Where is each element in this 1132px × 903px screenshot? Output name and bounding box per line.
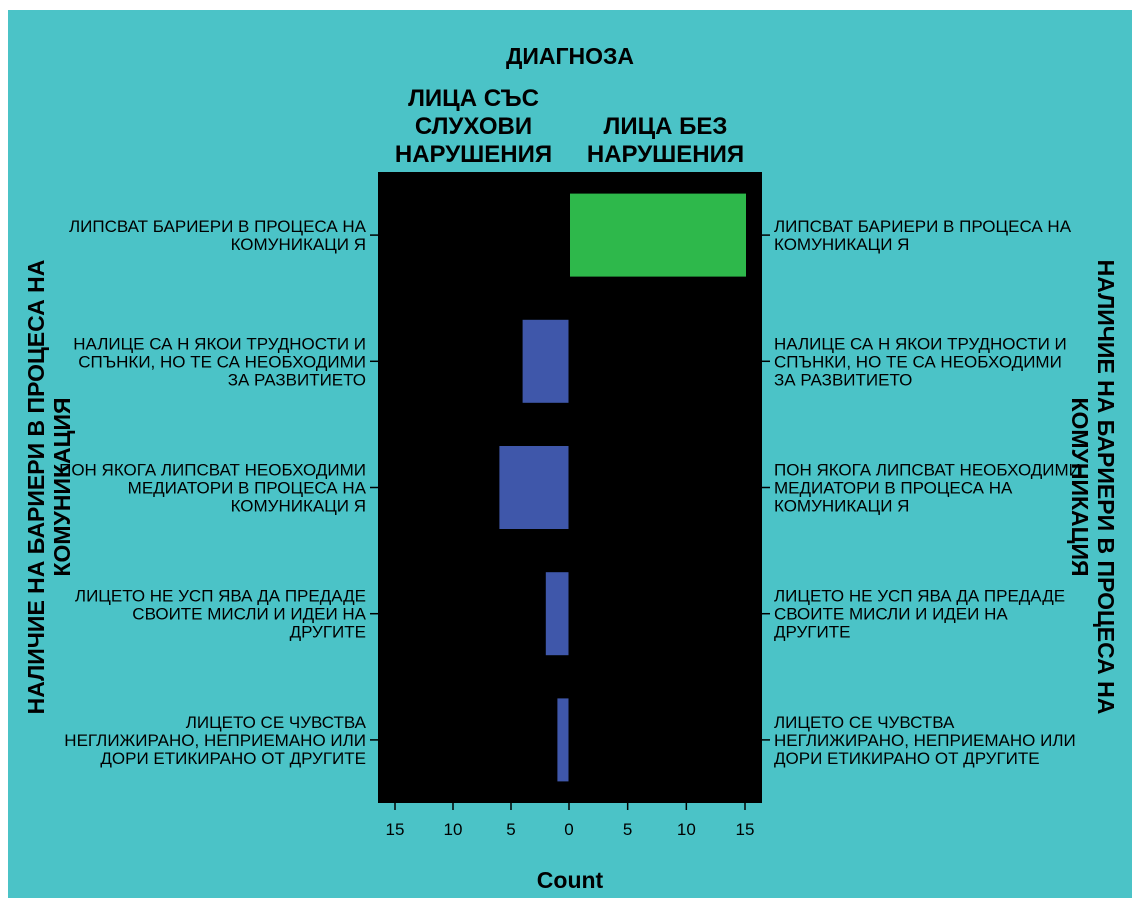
right-category-label-1-line: СПЪНКИ, НО ТЕ СА НЕОБХОДИМИ (774, 352, 1062, 371)
bar-left-4 (557, 698, 569, 782)
left-category-label-2-line: МЕДИАТОРИ В ПРОЦЕСА НА (128, 479, 367, 498)
right-category-label-2: ПОН ЯКОГА ЛИПСВАТ НЕОБХОДИМИ МЕДИАТОРИ В … (774, 461, 1081, 516)
right-category-label-4-line: ДОРИ ЕТИКИРАНО ОТ ДРУГИТЕ (774, 749, 1040, 768)
bar-right-0 (570, 193, 746, 277)
pyramid-chart: ДИАГНОЗА Count ЛИПСВАТ БАРИЕРИ В ПРОЦЕСА… (8, 10, 1132, 898)
right-category-label-2-line: МЕДИАТОРИ В ПРОЦЕСА НА (774, 479, 1013, 498)
right-category-label-3-line: ЛИЦЕТО НЕ УСП ЯВА ДА ПРЕДАДЕ (774, 587, 1065, 606)
left-category-label-1-line: ЗА РАЗВИТИЕТО (228, 370, 366, 389)
right-category-label-2-line: ПОН ЯКОГА ЛИПСВАТ НЕОБХОДИМИ (774, 461, 1081, 480)
x-axis-label: Count (537, 867, 604, 893)
left-axis-title: НАЛИЧИЕ НА БАРИЕРИ В ПРОЦЕСА НАКОМУНИКАЦ… (23, 260, 75, 715)
left-axis-title-line: КОМУНИКАЦИЯ (49, 397, 75, 576)
right-category-label-1: НАЛИЦЕ СА Н ЯКОИ ТРУДНОСТИ И СПЪНКИ, НО Т… (774, 334, 1067, 389)
left-category-label-0-line: ЛИПСВАТ БАРИЕРИ В ПРОЦЕСА НА (69, 217, 367, 236)
right-axis-title: НАЛИЧИЕ НА БАРИЕРИ В ПРОЦЕСА НАКОМУНИКАЦ… (1067, 260, 1119, 715)
bar-left-1 (522, 319, 569, 403)
left-category-label-4-line: НЕГЛИЖИРАНО, НЕПРИЕМАНО ИЛИ (64, 731, 366, 750)
chart-svg: ДИАГНОЗА Count ЛИПСВАТ БАРИЕРИ В ПРОЦЕСА… (8, 10, 1132, 898)
right-category-label-2-line: КОМУНИКАЦИ Я (774, 497, 909, 516)
x-tick-label-2: 5 (506, 820, 515, 839)
right-category-label-3-line: СВОИТЕ МИСЛИ И ИДЕИ НА (774, 605, 1008, 624)
panel-header-left: ЛИЦА СЪС СЛУХОВИ НАРУШЕНИЯ (395, 85, 552, 168)
panel-header-right-line: ЛИЦА БЕЗ (604, 113, 728, 140)
right-category-label-4-line: ЛИЦЕТО СЕ ЧУВСТВА (774, 713, 955, 732)
left-category-label-4: ЛИЦЕТО СЕ ЧУВСТВА НЕГЛИЖИРАНО, НЕПРИЕМАНО… (64, 713, 366, 768)
left-category-label-4-line: ЛИЦЕТО СЕ ЧУВСТВА (186, 713, 367, 732)
left-category-label-0-line: КОМУНИКАЦИ Я (231, 235, 366, 254)
left-category-label-1: НАЛИЦЕ СА Н ЯКОИ ТРУДНОСТИ И СПЪНКИ, НО Т… (73, 334, 366, 389)
bar-left-3 (545, 572, 569, 656)
panel-header-left-line: ЛИЦА СЪС (408, 85, 539, 112)
x-tick-label-3: 0 (564, 820, 573, 839)
x-tick-label-4: 5 (623, 820, 632, 839)
left-category-label-2-line: КОМУНИКАЦИ Я (231, 497, 366, 516)
x-tick-label-6: 15 (736, 820, 755, 839)
right-axis-title-line: НАЛИЧИЕ НА БАРИЕРИ В ПРОЦЕСА НА (1093, 260, 1119, 715)
left-category-label-3-line: ДРУГИТЕ (290, 623, 366, 642)
x-tick-label-1: 10 (444, 820, 463, 839)
panel-header-left-line: СЛУХОВИ (415, 113, 532, 140)
left-category-label-2-line: ПОН ЯКОГА ЛИПСВАТ НЕОБХОДИМИ (59, 461, 366, 480)
right-category-label-0-line: ЛИПСВАТ БАРИЕРИ В ПРОЦЕСА НА (774, 217, 1072, 236)
left-category-label-3: ЛИЦЕТО НЕ УСП ЯВА ДА ПРЕДАДЕ СВОИТЕ МИСЛИ… (75, 587, 367, 642)
left-axis-title-line: НАЛИЧИЕ НА БАРИЕРИ В ПРОЦЕСА НА (23, 260, 49, 715)
right-category-label-1-line: НАЛИЦЕ СА Н ЯКОИ ТРУДНОСТИ И (774, 334, 1067, 353)
right-category-label-1-line: ЗА РАЗВИТИЕТО (774, 370, 912, 389)
left-category-label-3-line: ЛИЦЕТО НЕ УСП ЯВА ДА ПРЕДАДЕ (75, 587, 366, 606)
left-category-label-0: ЛИПСВАТ БАРИЕРИ В ПРОЦЕСА НА КОМУНИКАЦИ Я (69, 217, 367, 254)
right-category-label-4-line: НЕГЛИЖИРАНО, НЕПРИЕМАНО ИЛИ (774, 731, 1076, 750)
panel-header-left-line: НАРУШЕНИЯ (395, 141, 552, 168)
panel-header-right: ЛИЦА БЕЗ НАРУШЕНИЯ (587, 113, 744, 168)
right-category-label-3: ЛИЦЕТО НЕ УСП ЯВА ДА ПРЕДАДЕ СВОИТЕ МИСЛИ… (774, 587, 1065, 642)
plot-area (378, 172, 762, 803)
right-category-label-0: ЛИПСВАТ БАРИЕРИ В ПРОЦЕСА НА КОМУНИКАЦИ Я (774, 217, 1072, 254)
x-tick-label-5: 10 (677, 820, 696, 839)
right-category-label-0-line: КОМУНИКАЦИ Я (774, 235, 909, 254)
left-category-label-4-line: ДОРИ ЕТИКИРАНО ОТ ДРУГИТЕ (100, 749, 366, 768)
left-category-label-3-line: СВОИТЕ МИСЛИ И ИДЕИ НА (132, 605, 366, 624)
right-category-label-3-line: ДРУГИТЕ (774, 623, 850, 642)
x-tick-label-0: 15 (386, 820, 405, 839)
left-category-label-2: ПОН ЯКОГА ЛИПСВАТ НЕОБХОДИМИ МЕДИАТОРИ В … (59, 461, 367, 516)
right-category-label-4: ЛИЦЕТО СЕ ЧУВСТВА НЕГЛИЖИРАНО, НЕПРИЕМАНО… (774, 713, 1076, 768)
panel-header-right-line: НАРУШЕНИЯ (587, 141, 744, 168)
left-category-label-1-line: СПЪНКИ, НО ТЕ СА НЕОБХОДИМИ (78, 352, 366, 371)
right-axis-title-line: КОМУНИКАЦИЯ (1067, 397, 1093, 576)
chart-title: ДИАГНОЗА (506, 43, 634, 69)
bar-left-2 (499, 446, 569, 529)
left-category-label-1-line: НАЛИЦЕ СА Н ЯКОИ ТРУДНОСТИ И (73, 334, 366, 353)
